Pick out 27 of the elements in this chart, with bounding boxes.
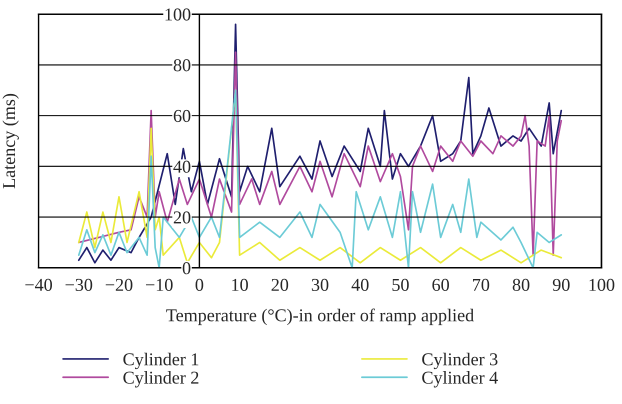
legend-label: Cylinder 4	[422, 371, 498, 388]
y-tick-label: 80	[174, 59, 190, 72]
x-tick-label: 40	[352, 278, 369, 291]
x-tick-label: −20	[106, 278, 132, 291]
x-tick-label: 50	[392, 278, 409, 291]
x-tick-label: −40	[25, 278, 52, 291]
x-tick-label: 100	[590, 278, 614, 291]
x-tick-label: 10	[232, 278, 248, 291]
x-tick-label: 30	[312, 278, 328, 291]
x-tick-label: 70	[473, 278, 490, 291]
x-tick-label: −30	[66, 278, 92, 291]
x-tick-label: 80	[512, 278, 530, 291]
x-tick-label: 0	[196, 278, 204, 291]
legend-label: Cylinder 1	[123, 352, 198, 370]
x-tick-label: 90	[552, 278, 570, 291]
y-tick-label: 60	[174, 110, 190, 122]
x-tick-label: 60	[432, 278, 449, 291]
legend-label: Cylinder 3	[422, 352, 498, 370]
y-tick-label: 100	[166, 8, 190, 21]
x-tick-label: 20	[272, 278, 288, 291]
x-axis-title: Temperature (°C)-in order of ramp applied	[166, 308, 474, 326]
y-tick-label: 40	[173, 160, 190, 173]
legend-label: Cylinder 2	[123, 371, 198, 388]
y-tick-label: 0	[182, 262, 190, 274]
y-tick-label: 20	[174, 211, 190, 224]
y-axis-title: Latency (ms)	[2, 94, 19, 188]
x-tick-label: −10	[146, 278, 173, 291]
